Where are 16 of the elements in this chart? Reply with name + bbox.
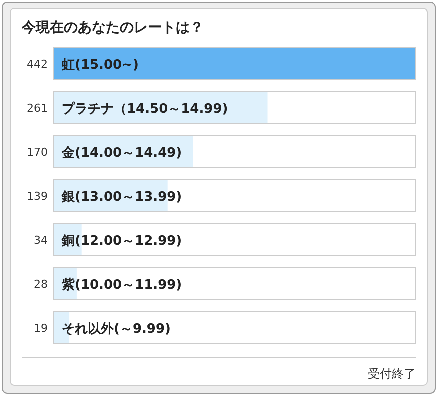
chart-title: 今現在のあなたのレートは？ [21,20,204,36]
data-label: 139 [27,190,48,203]
data-label: 34 [34,234,48,247]
data-label: 19 [34,322,48,335]
y-tick-label: 虹(15.00~) [61,58,139,73]
data-label: 28 [34,278,48,291]
y-tick-label: 金(14.00～14.49) [61,146,182,161]
y-tick-label: 紫(10.00～11.99) [61,277,182,293]
y-tick-label: プラチナ（14.50～14.99) [62,101,228,117]
data-label: 261 [27,102,48,115]
y-tick-label: それ以外(～9.99) [62,322,171,337]
data-label: 170 [27,146,48,159]
y-tick-label: 銀(13.00～13.99) [61,190,182,205]
data-label: 442 [27,58,48,71]
y-tick-label: 銅(12.00～12.99) [61,234,182,249]
text: 受付終了 [368,367,416,381]
